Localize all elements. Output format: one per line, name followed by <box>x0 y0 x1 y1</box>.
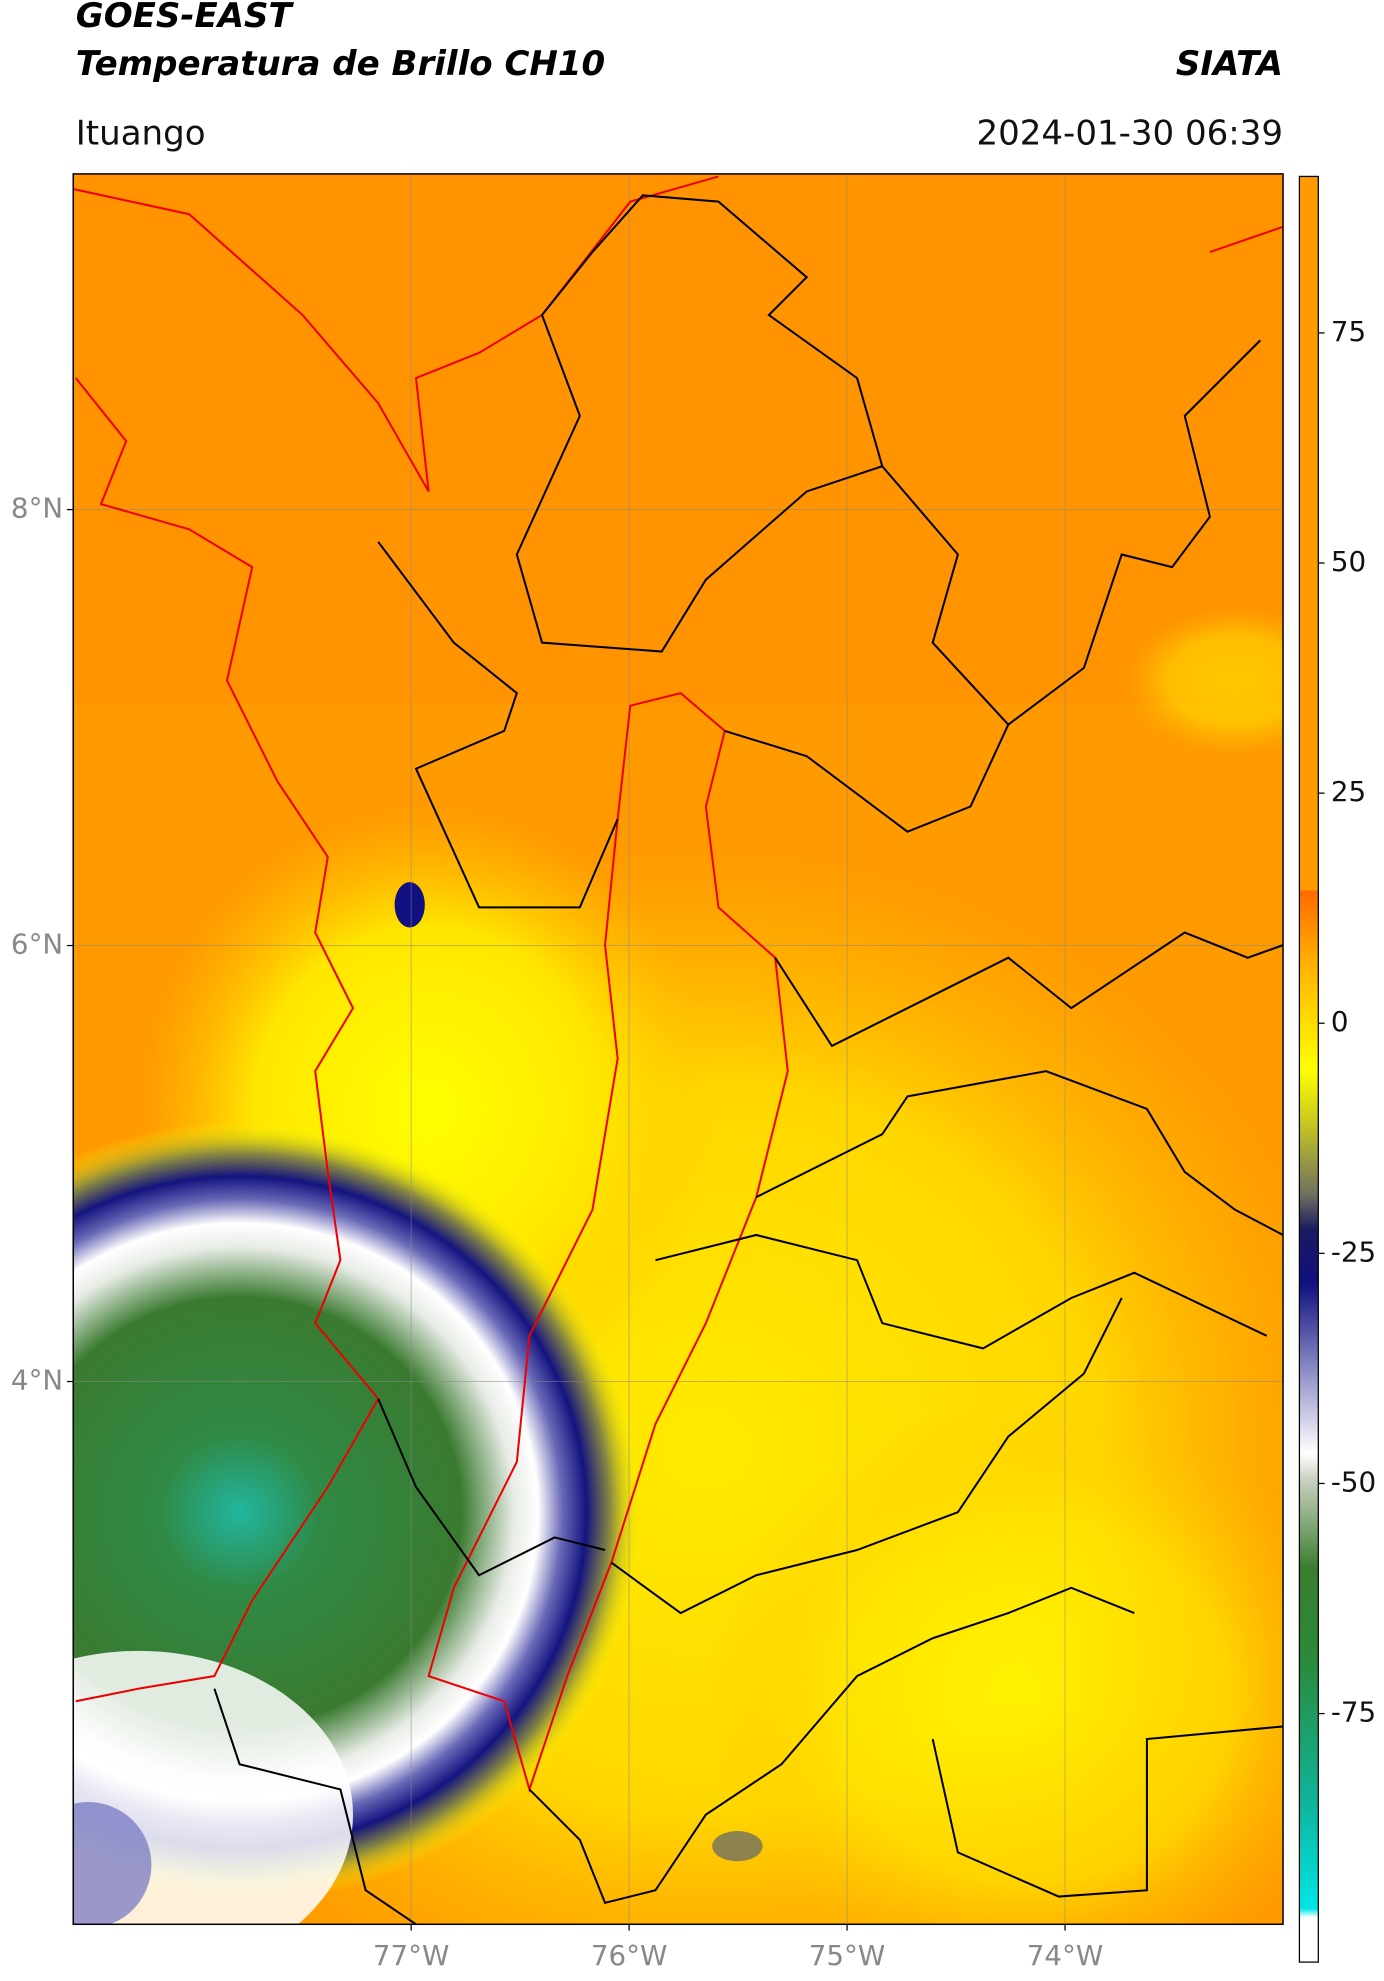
colorbar-tick-label: -75 <box>1331 1696 1376 1729</box>
satellite-field <box>73 173 1284 1925</box>
boundaries <box>73 175 1284 1925</box>
lat-tick-label: 8°N <box>11 492 63 525</box>
lon-tick-label: 76°W <box>591 1939 668 1972</box>
colorbar-tick-label: 50 <box>1331 545 1366 578</box>
grid <box>73 173 1284 1925</box>
map-frame <box>72 173 1284 1926</box>
colorbar-tick-label: -50 <box>1331 1465 1376 1498</box>
lon-tick-label: 75°W <box>809 1939 886 1972</box>
colorbar-tick-label: 25 <box>1331 775 1366 808</box>
colorbar-tick-label: 0 <box>1331 1005 1349 1038</box>
region: Ituango <box>76 113 206 153</box>
colorbar <box>1298 175 1319 1963</box>
lat-tick-label: 6°N <box>11 928 63 961</box>
lat-tick-label: 4°N <box>11 1364 63 1397</box>
colorbar-tick-label: 75 <box>1331 315 1366 348</box>
lon-tick-label: 74°W <box>1027 1939 1104 1972</box>
colorbar-tick-label: -25 <box>1331 1235 1376 1268</box>
satellite: GOES-EAST <box>76 0 295 36</box>
product: Temperatura de Brillo CH10 <box>76 44 605 84</box>
agency: SIATA <box>1176 44 1283 84</box>
datetime: 2024-01-30 06:39 <box>976 113 1283 153</box>
lon-tick-label: 77°W <box>373 1939 450 1972</box>
